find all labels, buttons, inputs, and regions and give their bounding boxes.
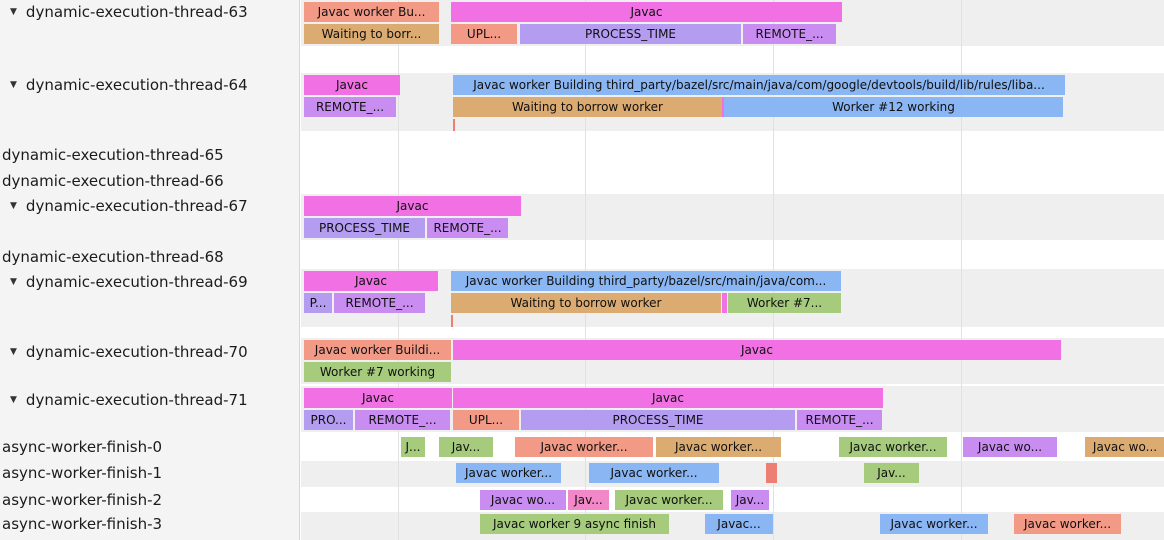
thread-label-async-worker-finish-2[interactable]: async-worker-finish-2 bbox=[0, 489, 299, 511]
trace-event-bar[interactable]: Javac worker Building third_party/bazel/… bbox=[453, 75, 1065, 95]
trace-event-bar[interactable]: Javac worker... bbox=[456, 463, 561, 483]
trace-event-bar[interactable]: Javac worker... bbox=[656, 437, 781, 457]
trace-event-bar[interactable]: PROCESS_TIME bbox=[304, 218, 425, 238]
thread-name: dynamic-execution-thread-69 bbox=[25, 273, 248, 291]
trace-event-bar[interactable]: Javac bbox=[304, 196, 521, 216]
trace-event-bar[interactable]: Javac bbox=[453, 340, 1061, 360]
trace-tick-bar[interactable] bbox=[451, 315, 453, 327]
trace-event-bar[interactable]: Javac wo... bbox=[480, 490, 566, 510]
gridline-layer bbox=[301, 0, 1164, 540]
trace-event-bar[interactable]: Javac wo... bbox=[963, 437, 1057, 457]
trace-event-bar[interactable]: Javac... bbox=[705, 514, 773, 534]
trace-event-bar[interactable] bbox=[722, 97, 724, 117]
trace-event-bar[interactable]: Javac worker Building third_party/bazel/… bbox=[451, 271, 841, 291]
trace-event-bar[interactable]: J... bbox=[401, 437, 425, 457]
thread-name: dynamic-execution-thread-63 bbox=[25, 3, 248, 21]
trace-event-bar[interactable]: REMOTE_... bbox=[743, 24, 836, 44]
thread-label-async-worker-finish-0[interactable]: async-worker-finish-0 bbox=[0, 436, 299, 458]
event-bar-layer: Javac worker Bu... Javac Waiting to borr..… bbox=[301, 0, 1164, 540]
trace-event-bar[interactable]: PROCESS_TIME bbox=[521, 410, 795, 430]
gridline bbox=[961, 0, 962, 540]
expander-icon[interactable]: ▼ bbox=[10, 201, 17, 211]
thread-label-dynamic-execution-thread-68[interactable]: dynamic-execution-thread-68 bbox=[0, 246, 299, 268]
gridline bbox=[398, 0, 399, 540]
trace-event-bar[interactable]: PROCESS_TIME bbox=[520, 24, 741, 44]
thread-label-async-worker-finish-3[interactable]: async-worker-finish-3 bbox=[0, 513, 299, 535]
trace-event-bar[interactable]: Javac worker Buildi... bbox=[304, 340, 451, 360]
thread-name: async-worker-finish-2 bbox=[2, 491, 163, 509]
trace-event-bar[interactable] bbox=[766, 463, 777, 483]
trace-event-bar[interactable]: Javac worker 9 async finish bbox=[480, 514, 669, 534]
thread-name: async-worker-finish-0 bbox=[2, 438, 163, 456]
track-band bbox=[301, 461, 1164, 487]
trace-event-bar[interactable] bbox=[722, 293, 727, 313]
trace-event-bar[interactable]: Javac bbox=[453, 388, 883, 408]
thread-label-dynamic-execution-thread-65[interactable]: dynamic-execution-thread-65 bbox=[0, 144, 299, 166]
thread-label-dynamic-execution-thread-69[interactable]: ▼ dynamic-execution-thread-69 bbox=[0, 271, 299, 293]
expander-icon[interactable]: ▼ bbox=[10, 7, 17, 17]
thread-name: async-worker-finish-3 bbox=[2, 515, 163, 533]
trace-event-bar[interactable]: Waiting to borr... bbox=[304, 24, 439, 44]
trace-event-bar[interactable]: Worker #12 working bbox=[724, 97, 1063, 117]
thread-name: dynamic-execution-thread-68 bbox=[2, 248, 224, 266]
thread-sidebar: ▼ dynamic-execution-thread-63 ▼ dynamic-exe… bbox=[0, 0, 300, 540]
trace-event-bar[interactable]: Jav... bbox=[864, 463, 919, 483]
thread-name: dynamic-execution-thread-64 bbox=[25, 76, 248, 94]
thread-label-async-worker-finish-1[interactable]: async-worker-finish-1 bbox=[0, 462, 299, 484]
thread-name: dynamic-execution-thread-66 bbox=[2, 172, 224, 190]
trace-event-bar[interactable]: Jav... bbox=[731, 490, 769, 510]
trace-event-bar[interactable]: Javac worker Bu... bbox=[304, 2, 439, 22]
trace-event-bar[interactable]: REMOTE_... bbox=[334, 293, 425, 313]
trace-event-bar[interactable]: Jav... bbox=[439, 437, 493, 457]
thread-name: dynamic-execution-thread-71 bbox=[25, 391, 248, 409]
thread-label-dynamic-execution-thread-64[interactable]: ▼ dynamic-execution-thread-64 bbox=[0, 74, 299, 96]
trace-event-bar[interactable]: UPL... bbox=[451, 24, 517, 44]
trace-event-bar[interactable]: Waiting to borrow worker bbox=[451, 293, 721, 313]
trace-event-bar[interactable]: Javac worker... bbox=[880, 514, 988, 534]
expander-icon[interactable]: ▼ bbox=[10, 80, 17, 90]
expander-icon[interactable]: ▼ bbox=[10, 277, 17, 287]
trace-event-bar[interactable]: REMOTE_... bbox=[304, 97, 396, 117]
trace-event-bar[interactable]: Javac worker... bbox=[615, 490, 723, 510]
trace-event-bar[interactable]: UPL... bbox=[453, 410, 519, 430]
trace-event-bar[interactable]: P... bbox=[304, 293, 332, 313]
trace-event-bar[interactable]: Javac worker... bbox=[589, 463, 719, 483]
thread-name: dynamic-execution-thread-65 bbox=[2, 146, 224, 164]
trace-tick-bar[interactable] bbox=[453, 119, 455, 131]
expander-icon[interactable]: ▼ bbox=[10, 395, 17, 405]
trace-event-bar[interactable]: REMOTE_... bbox=[427, 218, 508, 238]
thread-label-dynamic-execution-thread-70[interactable]: ▼ dynamic-execution-thread-70 bbox=[0, 341, 299, 363]
trace-event-bar[interactable]: Javac bbox=[451, 2, 842, 22]
trace-event-bar[interactable]: Javac worker... bbox=[839, 437, 947, 457]
trace-event-bar[interactable]: Javac worker... bbox=[515, 437, 653, 457]
thread-name: async-worker-finish-1 bbox=[2, 464, 163, 482]
trace-event-bar[interactable]: Worker #7 working bbox=[304, 362, 451, 382]
timeline-area: Javac worker Bu... Javac Waiting to borr..… bbox=[301, 0, 1164, 540]
thread-label-dynamic-execution-thread-66[interactable]: dynamic-execution-thread-66 bbox=[0, 170, 299, 192]
trace-event-bar[interactable]: Javac worker... bbox=[1014, 514, 1121, 534]
trace-event-bar[interactable]: Jav... bbox=[568, 490, 609, 510]
thread-label-dynamic-execution-thread-67[interactable]: ▼ dynamic-execution-thread-67 bbox=[0, 195, 299, 217]
trace-event-bar[interactable]: Javac bbox=[304, 75, 400, 95]
thread-label-dynamic-execution-thread-71[interactable]: ▼ dynamic-execution-thread-71 bbox=[0, 389, 299, 411]
trace-event-bar[interactable]: Javac bbox=[304, 271, 438, 291]
trace-event-bar[interactable]: PRO... bbox=[304, 410, 353, 430]
thread-name: dynamic-execution-thread-70 bbox=[25, 343, 248, 361]
expander-icon[interactable]: ▼ bbox=[10, 347, 17, 357]
thread-name: dynamic-execution-thread-67 bbox=[25, 197, 248, 215]
gridline bbox=[585, 0, 586, 540]
trace-event-bar[interactable]: Waiting to borrow worker bbox=[453, 97, 722, 117]
trace-event-bar[interactable]: REMOTE_... bbox=[355, 410, 450, 430]
trace-event-bar[interactable]: Javac bbox=[304, 388, 452, 408]
trace-event-bar[interactable]: Worker #7... bbox=[728, 293, 841, 313]
gridline bbox=[773, 0, 774, 540]
trace-event-bar[interactable]: REMOTE_... bbox=[797, 410, 882, 430]
trace-event-bar[interactable]: Javac wo... bbox=[1085, 437, 1164, 457]
thread-label-dynamic-execution-thread-63[interactable]: ▼ dynamic-execution-thread-63 bbox=[0, 1, 299, 23]
